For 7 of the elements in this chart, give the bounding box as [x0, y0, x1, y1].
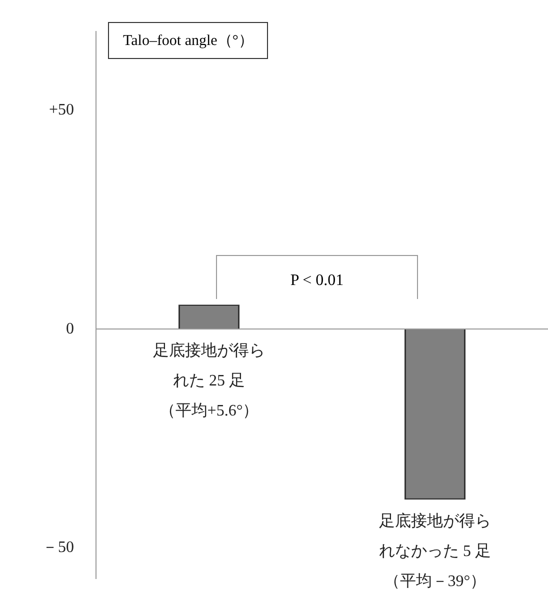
annotation: P < 0.01	[289, 272, 345, 290]
chart-title: Talo‒foot angle（°）	[108, 22, 268, 59]
y-tick-label: +50	[48, 102, 74, 119]
y-tick-label: 0	[66, 320, 74, 338]
x-tick-label: 足底接地が得られなかった 5 足（平均－39°）	[379, 512, 491, 590]
x-tick-label: 足底接地が得られた 25 足（平均+5.6°）	[153, 341, 265, 420]
y-tick-label: －50	[42, 538, 74, 556]
